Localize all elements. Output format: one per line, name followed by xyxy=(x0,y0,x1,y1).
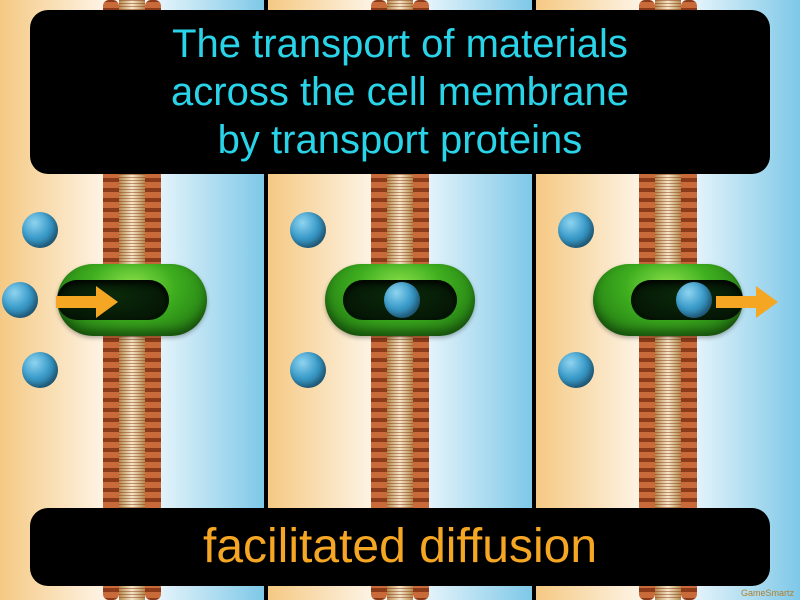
watermark: GameSmartz xyxy=(741,588,794,598)
molecule xyxy=(22,352,58,388)
term-text: facilitated diffusion xyxy=(203,520,597,573)
definition-line-2: across the cell membrane xyxy=(171,70,629,114)
definition-line-3: by transport proteins xyxy=(218,118,583,162)
arrow-shaft xyxy=(56,296,96,308)
molecule xyxy=(2,282,38,318)
molecule xyxy=(290,352,326,388)
direction-arrow-icon xyxy=(716,286,778,318)
arrow-shaft xyxy=(716,296,756,308)
term-text-box: facilitated diffusion xyxy=(30,508,770,586)
arrow-head xyxy=(756,286,778,318)
molecule xyxy=(558,212,594,248)
direction-arrow-icon xyxy=(56,286,118,318)
molecule-in-channel xyxy=(384,282,420,318)
arrow-head xyxy=(96,286,118,318)
molecule-exiting xyxy=(676,282,712,318)
molecule xyxy=(22,212,58,248)
definition-text-box: The transport of materials across the ce… xyxy=(30,10,770,174)
definition-line-1: The transport of materials xyxy=(172,22,628,66)
molecule xyxy=(290,212,326,248)
molecule xyxy=(558,352,594,388)
